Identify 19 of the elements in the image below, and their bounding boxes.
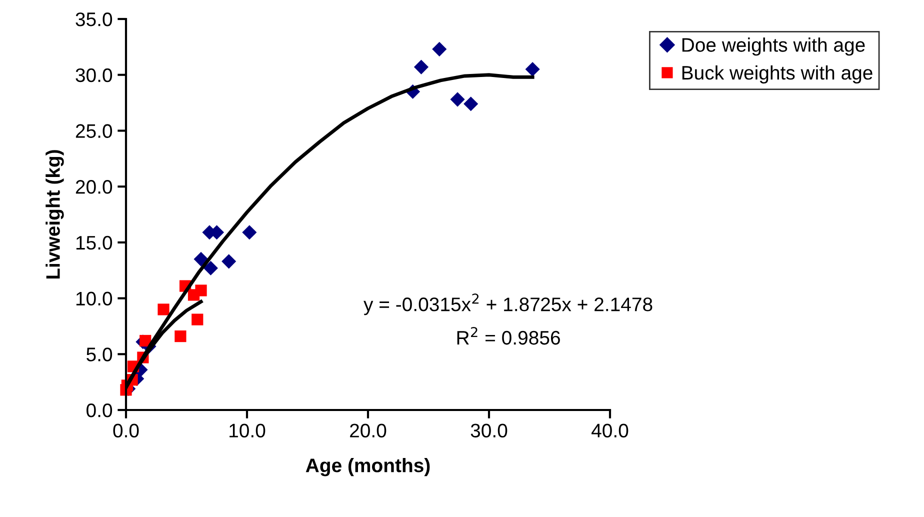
y-axis-title: Livweight (kg) (46, 150, 64, 279)
x-axis-title: Age (months) (306, 458, 430, 476)
legend-label: Doe weights with age (682, 38, 865, 56)
annotation: y = -0.0315x$^{2}$ + 1.8725x + 2.1478 (364, 294, 652, 316)
annotation: R$^{2}$ = 0.9856 (457, 326, 560, 345)
legend-label: Buck weights with age (682, 65, 872, 84)
y-tick-label: 20.0 (76, 180, 112, 194)
y-tick-label: 15.0 (76, 236, 112, 250)
x-tick-label: 30.0 (470, 424, 508, 438)
y-tick-label: 0.0 (86, 403, 112, 418)
x-tick-label: 40.0 (592, 424, 628, 438)
x-tick-label: 10.0 (230, 424, 266, 438)
y-tick-label: 30.0 (76, 68, 112, 82)
x-tick-label: 0.0 (113, 424, 139, 438)
y-tick-label: 5.0 (86, 348, 112, 362)
y-tick-label: 35.0 (76, 12, 112, 26)
y-tick-label: 10.0 (76, 292, 112, 306)
y-tick-label: 25.0 (76, 124, 112, 138)
x-tick-label: 20.0 (350, 424, 386, 438)
